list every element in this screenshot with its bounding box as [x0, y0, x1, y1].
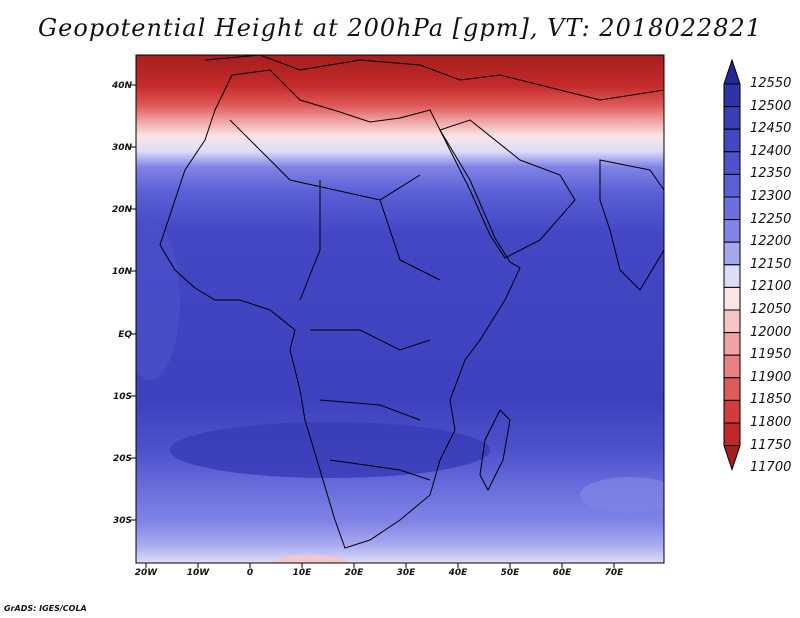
colorbar-level-label: 11750 — [750, 437, 792, 453]
border-central-3 — [310, 329, 431, 351]
warm-patch-south — [270, 555, 350, 563]
colorbar-bottom-arrow — [723, 445, 741, 472]
border-north-1 — [229, 119, 421, 201]
colorbar-segment — [723, 264, 741, 288]
colorbar-segment — [723, 83, 741, 108]
colorbar-segment — [723, 106, 741, 130]
colorbar-segment — [723, 309, 741, 334]
lon-label-30e: 30E — [396, 568, 416, 578]
colorbar-level-label: 12000 — [750, 324, 792, 340]
colorbar-segment — [723, 128, 741, 153]
lat-label-20s: 20S — [112, 454, 132, 464]
lon-label-10w: 10W — [186, 568, 210, 578]
colorbar-level-label: 12050 — [750, 302, 792, 317]
low-band-south — [170, 422, 490, 478]
border-central-1 — [299, 180, 321, 301]
colorbar-segment — [723, 173, 741, 198]
colorbar-level-label: 11900 — [750, 369, 792, 385]
coastlines — [159, 54, 665, 549]
colorbar-level-label: 12250 — [750, 211, 792, 227]
colorbar-level-label: 11700 — [750, 460, 792, 476]
arabia-coastline — [439, 119, 576, 259]
contour-field — [136, 55, 664, 563]
colorbar-segment — [723, 196, 741, 221]
colorbar-segment — [723, 241, 741, 266]
colorbar-top-arrow — [723, 58, 741, 85]
colorbar-segment — [723, 219, 741, 243]
africa-coastline — [159, 69, 521, 549]
europe-coastline — [204, 54, 665, 101]
colorbar-level-label: 11800 — [750, 415, 792, 430]
axis-ticks — [131, 84, 615, 568]
lat-label-10n: 10N — [111, 267, 132, 277]
lon-label-50e: 50E — [500, 568, 520, 578]
lon-label-40e: 40E — [448, 568, 468, 578]
colorbar-level-label: 12350 — [750, 166, 792, 182]
ridge-southeast — [580, 477, 664, 513]
colorbar-segment — [723, 151, 741, 175]
border-south-1 — [319, 399, 421, 421]
colorbar-level-label: 12200 — [750, 234, 792, 250]
colorbar-level-label: 12500 — [750, 98, 792, 114]
colorbar-segment — [723, 422, 741, 447]
lon-label-20w: 20W — [134, 568, 158, 578]
colorbar-level-label: 12550 — [750, 76, 792, 91]
colorbar-segment — [723, 332, 741, 356]
lat-label-20n: 20N — [111, 205, 132, 215]
lon-label-60e: 60E — [552, 568, 572, 578]
colorbar-level-label: 11950 — [750, 347, 792, 363]
border-central-2 — [379, 199, 441, 281]
lon-label-0: 0 — [246, 568, 254, 578]
colorbar-level-label: 12100 — [750, 279, 792, 295]
border-south-2 — [329, 459, 431, 481]
colorbar-level-label: 12400 — [750, 143, 792, 159]
colorbar-level-label: 11850 — [750, 392, 792, 408]
lon-label-70e: 70E — [604, 568, 624, 578]
colorbar-segment — [723, 399, 741, 424]
lat-label-eq: EQ — [118, 330, 132, 340]
plot-frame — [135, 54, 665, 564]
colorbar-segment — [723, 286, 741, 311]
map-title: Geopotential Height at 200hPa [gpm], VT:… — [38, 14, 762, 42]
colorbar-level-label: 12300 — [750, 189, 792, 204]
madagascar-coastline — [479, 409, 511, 492]
lon-label-10e: 10E — [292, 568, 312, 578]
footer-credit: GrADS: IGES/COLA — [4, 604, 87, 613]
lon-label-20e: 20E — [344, 568, 364, 578]
colorbar-level-label: 12150 — [750, 256, 792, 272]
lat-label-30s: 30S — [112, 516, 132, 526]
india-coastline — [599, 159, 665, 291]
colorbar-level-label: 12450 — [750, 121, 792, 137]
lat-label-30n: 30N — [111, 143, 132, 153]
lat-label-40n: 40N — [111, 81, 132, 91]
lat-label-10s: 10S — [112, 392, 132, 402]
height-field — [136, 55, 664, 563]
colorbar-segment — [723, 377, 741, 401]
colorbar-segment — [723, 354, 741, 379]
